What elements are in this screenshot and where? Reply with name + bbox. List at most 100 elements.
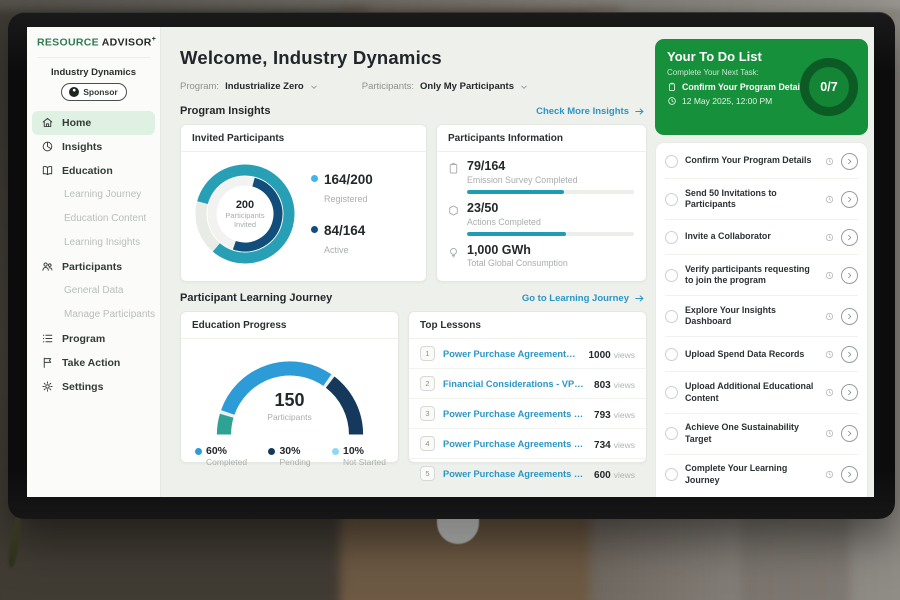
lesson-title-link[interactable]: Power Purchase Agreements 101: [443, 408, 587, 419]
sidebar-item-label: Insights: [62, 140, 103, 153]
chevron-down-icon: [311, 85, 317, 89]
task-checkbox[interactable]: [665, 192, 678, 206]
task-label: Upload Additional Educational Content: [685, 380, 814, 403]
insights-cards-row: Invited Participants 200 Participants In…: [180, 124, 647, 282]
todo-panel: Your To Do List Complete Your Next Task:…: [655, 27, 874, 497]
task-go-button[interactable]: [841, 266, 858, 284]
sidebar-item-learning-insights[interactable]: Learning Insights: [27, 231, 160, 255]
stat-value: 1,000 GWh: [467, 242, 531, 257]
sidebar-item-learning-journey[interactable]: Learning Journey: [27, 183, 160, 207]
hexagon-icon: [449, 205, 458, 216]
task-go-button[interactable]: [841, 152, 858, 170]
sidebar-item-program[interactable]: Program: [27, 327, 160, 351]
task-label: Complete Your Learning Journey: [685, 463, 788, 485]
participants-filter-value: Only My Participants: [420, 81, 514, 92]
sidebar-item-education[interactable]: Education: [27, 159, 160, 183]
lesson-title-link[interactable]: Power Purchase Agreements 102: [443, 438, 587, 449]
clipboard-icon: [669, 82, 675, 91]
chevron-right-icon: [848, 389, 852, 396]
task-checkbox[interactable]: [665, 268, 678, 282]
task-row-verify-participants[interactable]: Verify participants requesting to join t…: [665, 255, 858, 297]
legend-completed: 60% Completed: [195, 445, 247, 467]
sponsor-badge[interactable]: ● Sponsor: [60, 82, 127, 101]
task-go-button[interactable]: [841, 345, 858, 363]
task-row-confirm-program[interactable]: Confirm Your Program Details: [665, 144, 858, 179]
todo-progress-ring: 0/7: [800, 58, 858, 116]
lesson-row: 5 Power Purchase Agreements 103 600 views: [409, 459, 646, 488]
invited-donut-chart: 200 Participants Invited: [189, 158, 301, 270]
donut-center-sub: Participants Invited: [225, 210, 265, 229]
views-label: views: [613, 409, 635, 420]
task-go-button[interactable]: [841, 228, 858, 246]
task-label: Verify participants requesting to join t…: [685, 263, 810, 286]
task-go-button[interactable]: [841, 425, 858, 443]
donut-center-label: 200 Participants Invited: [189, 158, 301, 270]
task-checkbox[interactable]: [665, 386, 678, 400]
sidebar-item-home[interactable]: Home: [32, 110, 155, 135]
link-label: Go to Learning Journey: [521, 292, 629, 304]
lesson-title-link[interactable]: Financial Considerations - VPPAs: [443, 378, 587, 389]
todo-title: Your To Do List: [667, 49, 762, 64]
task-row-complete-journey[interactable]: Complete Your Learning Journey: [665, 455, 858, 495]
task-row-invite-collaborator[interactable]: Invite a Collaborator: [665, 220, 858, 256]
lesson-title-link[interactable]: Power Purchase Agreements 101: [443, 348, 581, 359]
legend-dot: [332, 447, 339, 455]
sidebar-item-label: Education: [62, 164, 113, 177]
sidebar-nav: Home Insights Education Learning Journey…: [27, 110, 160, 399]
task-go-button[interactable]: [841, 466, 858, 484]
task-checkbox[interactable]: [665, 309, 678, 323]
list-icon: [43, 334, 53, 343]
lesson-title-link[interactable]: Power Purchase Agreements 103: [443, 468, 587, 479]
program-filter[interactable]: Program: Industrialize Zero: [180, 81, 318, 92]
legend-registered: 164/200 Registered: [311, 171, 373, 207]
education-progress-card: Education Progress 150 Participants: [180, 311, 399, 467]
legend-pending: 30% Pending: [268, 445, 311, 467]
chevron-right-icon: [848, 272, 852, 278]
clock-icon: [826, 195, 833, 203]
gauge-center-sub: Participants: [267, 412, 312, 422]
todo-hero-card: Your To Do List Complete Your Next Task:…: [655, 39, 868, 135]
sidebar-item-insights[interactable]: Insights: [27, 135, 160, 159]
task-go-button[interactable]: [841, 384, 858, 402]
todo-subtitle: Complete Your Next Task:: [667, 68, 759, 77]
task-go-button[interactable]: [841, 307, 858, 325]
task-row-achieve-target[interactable]: Achieve One Sustainability Target: [665, 414, 858, 455]
task-checkbox[interactable]: [665, 154, 678, 168]
task-checkbox[interactable]: [665, 230, 678, 244]
task-row-explore-insights[interactable]: Explore Your Insights Dashboard: [665, 296, 858, 338]
chevron-right-icon: [848, 351, 852, 358]
stat-global-consumption: 1,000 GWh Total Global Consumption: [437, 236, 646, 274]
clock-icon: [826, 389, 833, 397]
program-filter-label: Program:: [180, 81, 220, 92]
task-checkbox[interactable]: [665, 427, 678, 441]
task-row-upload-educational-content[interactable]: Upload Additional Educational Content: [665, 372, 858, 414]
flag-icon: [43, 357, 52, 368]
sidebar-item-manage-participants[interactable]: Manage Participants: [27, 303, 160, 327]
go-to-learning-journey-link[interactable]: Go to Learning Journey: [522, 293, 645, 304]
clock-icon: [826, 312, 833, 320]
task-row-send-invitations[interactable]: Send 50 Invitations to Participants: [665, 179, 858, 221]
check-more-insights-link[interactable]: Check More Insights: [536, 106, 645, 117]
sidebar-item-education-content[interactable]: Education Content: [27, 207, 160, 231]
arrow-right-icon: [635, 294, 644, 302]
task-checkbox[interactable]: [665, 468, 678, 482]
task-checkbox[interactable]: [665, 347, 678, 361]
sidebar-item-take-action[interactable]: Take Action: [27, 351, 160, 375]
sidebar-sub-label: Manage Participants: [64, 309, 156, 320]
task-go-button[interactable]: [841, 190, 858, 208]
sidebar-item-general-data[interactable]: General Data: [27, 279, 160, 303]
collapse-tasks-link[interactable]: Collapse Tasks: [665, 495, 858, 497]
sidebar-item-participants[interactable]: Participants: [27, 255, 160, 279]
sidebar-item-label: Home: [62, 116, 92, 129]
legend-value: 84/164: [324, 222, 366, 238]
clock-icon: [668, 97, 676, 105]
legend-pct: 60%: [206, 445, 228, 457]
chevron-right-icon: [848, 196, 852, 202]
sidebar-item-settings[interactable]: Settings: [27, 375, 160, 399]
task-label: Explore Your Insights Dashboard: [685, 304, 776, 327]
task-row-upload-spend-data[interactable]: Upload Spend Data Records: [665, 337, 858, 373]
sidebar-item-label: Settings: [62, 380, 104, 393]
todo-task-list: Confirm Your Program Details Send 50 Inv…: [655, 142, 868, 497]
participants-filter[interactable]: Participants: Only My Participants: [362, 81, 528, 92]
stat-emission-survey: 79/164 Emission Survey Completed: [437, 152, 646, 194]
